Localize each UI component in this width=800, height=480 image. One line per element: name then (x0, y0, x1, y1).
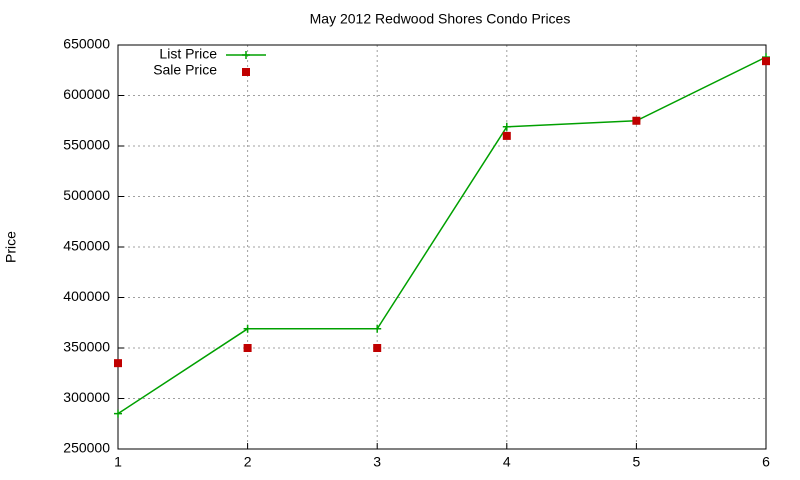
y-tick-label: 350000 (63, 339, 110, 355)
y-tick-label: 400000 (63, 288, 110, 304)
y-tick-label: 500000 (63, 187, 110, 203)
x-tick-label: 6 (762, 454, 770, 470)
data-point (632, 116, 641, 125)
data-point (502, 131, 511, 140)
data-point (243, 344, 252, 352)
data-point (373, 344, 382, 352)
data-point (373, 324, 382, 333)
chart-title: May 2012 Redwood Shores Condo Prices (310, 11, 571, 27)
legend-label: Sale Price (153, 62, 217, 78)
x-tick-label: 2 (244, 454, 252, 470)
y-tick-label: 650000 (63, 36, 110, 52)
y-tick-label: 600000 (63, 86, 110, 102)
x-tick-label: 5 (633, 454, 641, 470)
y-tick-label: 450000 (63, 238, 110, 254)
legend-marker (242, 68, 250, 76)
y-axis-label: Price (3, 231, 19, 263)
y-tick-label: 300000 (63, 389, 110, 405)
y-tick-label: 250000 (63, 440, 110, 456)
legend-label: List Price (159, 46, 217, 62)
plot-border (117, 44, 767, 450)
y-tick-label: 550000 (63, 137, 110, 153)
data-point (114, 359, 122, 368)
x-tick-label: 1 (114, 454, 122, 470)
x-tick-label: 4 (503, 454, 511, 470)
data-point (502, 122, 511, 131)
data-point (762, 57, 770, 66)
x-tick-label: 3 (373, 454, 381, 470)
legend-marker (242, 51, 250, 59)
data-point (243, 324, 252, 333)
data-point (114, 409, 122, 418)
series-line (117, 56, 767, 415)
